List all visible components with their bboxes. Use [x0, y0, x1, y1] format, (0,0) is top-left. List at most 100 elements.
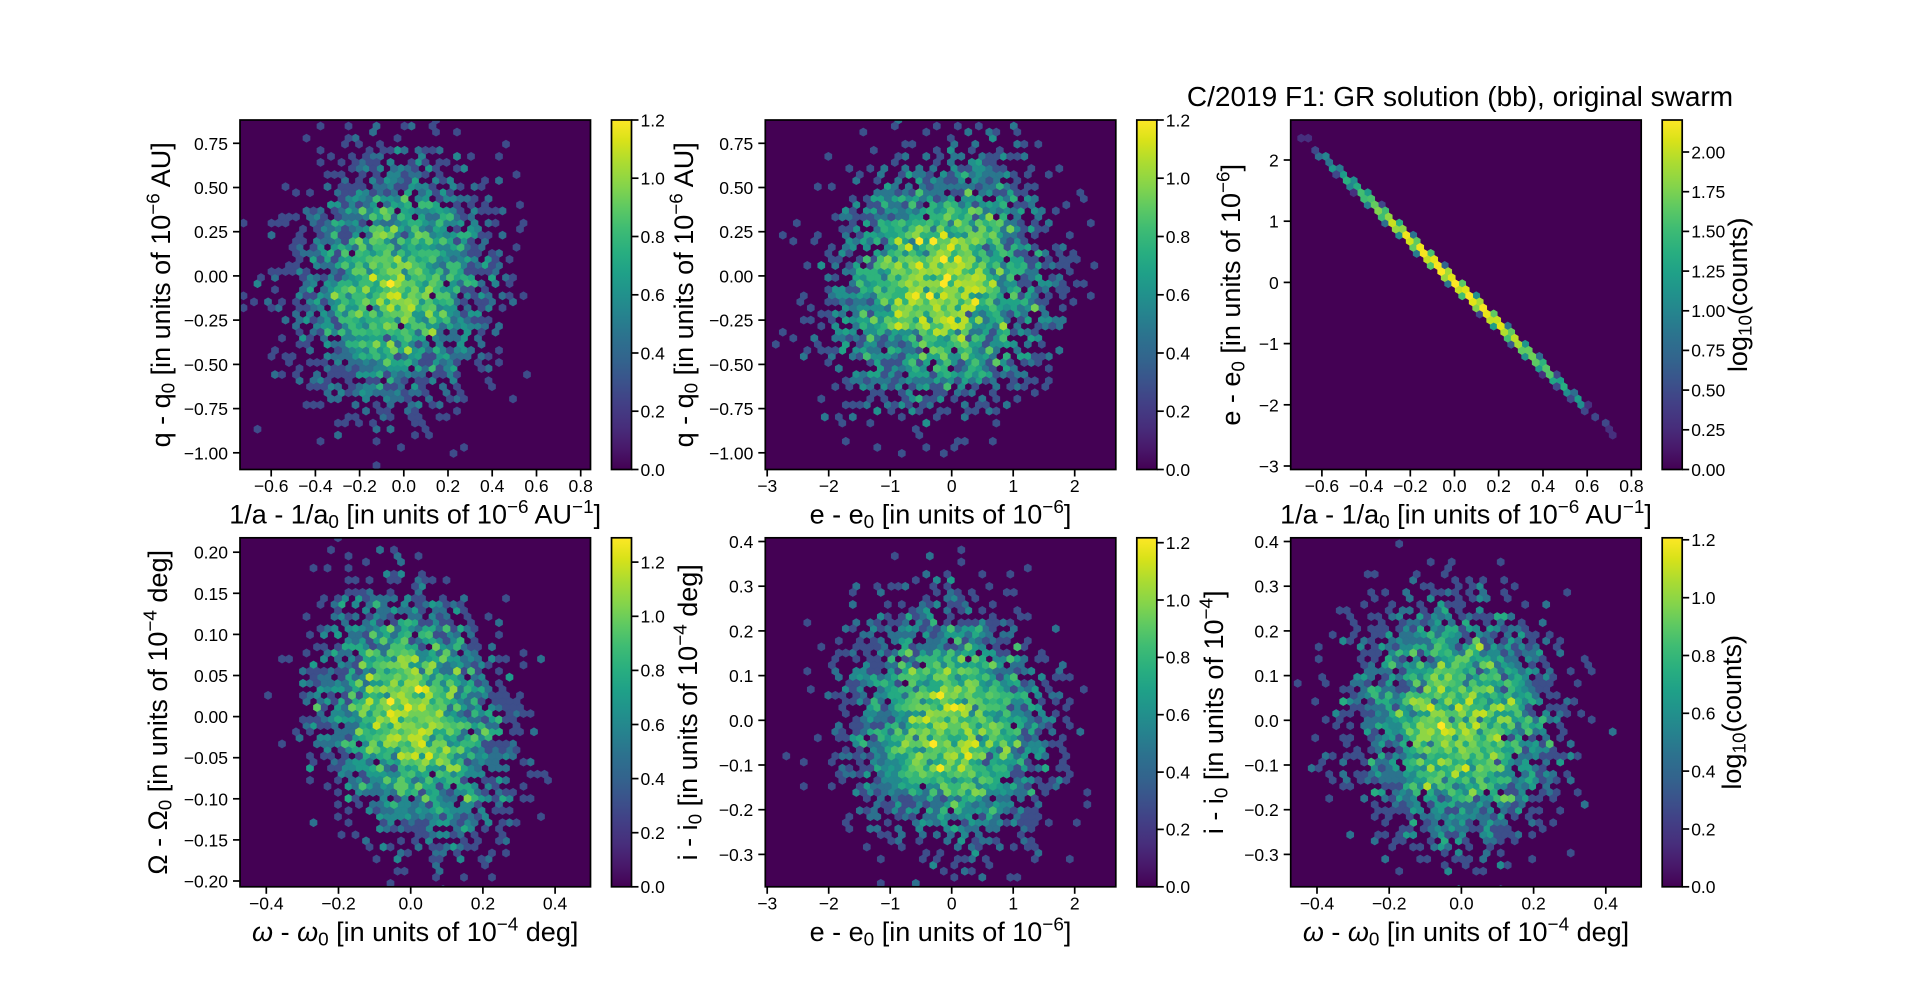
svg-text:−0.3: −0.3	[1244, 845, 1279, 865]
svg-text:0.2: 0.2	[1521, 893, 1545, 913]
svg-text:−0.6: −0.6	[254, 476, 289, 496]
svg-text:0.4: 0.4	[1166, 343, 1191, 363]
svg-text:q - q0​ [in units of 10−6​ AU]: q - q0​ [in units of 10−6​ AU]	[144, 142, 180, 447]
svg-text:0.8: 0.8	[1166, 227, 1190, 247]
svg-text:0.10: 0.10	[194, 625, 228, 645]
svg-text:1.50: 1.50	[1691, 222, 1725, 242]
svg-text:1.2: 1.2	[641, 110, 665, 130]
svg-text:1/a - 1/a0​ [in units of 10−6​: 1/a - 1/a0​ [in units of 10−6​ AU−1​]	[229, 497, 601, 533]
svg-text:1.0: 1.0	[641, 169, 666, 189]
svg-text:0.2: 0.2	[1166, 820, 1190, 840]
svg-text:ω - ω0​ [in units of 10−4​ deg: ω - ω0​ [in units of 10−4​ deg]	[1303, 915, 1629, 951]
svg-text:1.2: 1.2	[1691, 530, 1715, 550]
svg-text:0.4: 0.4	[641, 343, 666, 363]
svg-text:−0.3: −0.3	[719, 845, 754, 865]
svg-text:−2: −2	[819, 893, 839, 913]
svg-text:1.0: 1.0	[1691, 588, 1716, 608]
svg-text:−0.2: −0.2	[321, 893, 356, 913]
svg-text:0.00: 0.00	[194, 266, 228, 286]
svg-text:−0.4: −0.4	[1300, 893, 1335, 913]
svg-text:0.0: 0.0	[1449, 893, 1474, 913]
svg-text:0.6: 0.6	[1691, 704, 1715, 724]
svg-text:0.50: 0.50	[1691, 380, 1725, 400]
svg-text:0.0: 0.0	[641, 877, 666, 897]
svg-text:0.8: 0.8	[1166, 648, 1190, 668]
svg-text:0.4: 0.4	[1166, 762, 1191, 782]
svg-text:0.6: 0.6	[641, 285, 665, 305]
svg-text:0.4: 0.4	[1254, 532, 1279, 552]
svg-text:−3: −3	[757, 476, 777, 496]
svg-text:0.4: 0.4	[480, 476, 505, 496]
svg-text:log10​(counts): log10​(counts)	[1723, 218, 1757, 373]
svg-text:−0.2: −0.2	[342, 476, 377, 496]
svg-text:i - i0​ [in units of 10−4​ deg: i - i0​ [in units of 10−4​ deg]	[671, 564, 707, 860]
svg-text:0.6: 0.6	[1166, 285, 1190, 305]
svg-text:0.4: 0.4	[641, 769, 666, 789]
svg-text:−0.4: −0.4	[249, 893, 284, 913]
svg-text:−0.75: −0.75	[184, 399, 228, 419]
svg-text:−1: −1	[880, 476, 900, 496]
svg-text:1: 1	[1008, 476, 1018, 496]
svg-text:0.8: 0.8	[641, 661, 665, 681]
svg-text:0.3: 0.3	[729, 577, 753, 597]
svg-text:e - e0​ [in units of 10−6​]: e - e0​ [in units of 10−6​]	[1214, 164, 1250, 426]
svg-text:0.2: 0.2	[471, 893, 495, 913]
svg-text:0.00: 0.00	[194, 707, 228, 727]
svg-text:0.25: 0.25	[1691, 420, 1725, 440]
svg-text:1.25: 1.25	[1691, 261, 1725, 281]
svg-text:0.4: 0.4	[1691, 761, 1716, 781]
svg-text:−0.25: −0.25	[184, 311, 228, 331]
svg-text:0.0: 0.0	[1691, 877, 1716, 897]
svg-text:2: 2	[1070, 476, 1080, 496]
svg-text:0.75: 0.75	[194, 134, 228, 154]
svg-text:1: 1	[1008, 893, 1018, 913]
svg-text:−3: −3	[1259, 457, 1279, 477]
svg-text:−1.00: −1.00	[184, 443, 229, 463]
svg-text:0.1: 0.1	[729, 666, 753, 686]
svg-text:2: 2	[1070, 893, 1080, 913]
svg-text:0.8: 0.8	[1619, 476, 1643, 496]
svg-text:−0.1: −0.1	[719, 756, 754, 776]
svg-text:0.15: 0.15	[194, 584, 228, 604]
svg-text:−0.2: −0.2	[1372, 893, 1407, 913]
svg-text:0.0: 0.0	[392, 476, 417, 496]
svg-text:0.8: 0.8	[641, 227, 665, 247]
svg-text:0.4: 0.4	[543, 893, 568, 913]
svg-text:1.0: 1.0	[1166, 590, 1191, 610]
svg-text:−2: −2	[1259, 395, 1279, 415]
svg-text:1.0: 1.0	[1166, 169, 1191, 189]
svg-text:0.2: 0.2	[641, 402, 665, 422]
svg-text:0.2: 0.2	[1254, 621, 1278, 641]
svg-text:e - e0​ [in units of 10−6​]: e - e0​ [in units of 10−6​]	[810, 915, 1072, 951]
svg-text:e - e0​ [in units of 10−6​]: e - e0​ [in units of 10−6​]	[810, 497, 1072, 533]
svg-text:log10​(counts): log10​(counts)	[1717, 635, 1751, 790]
svg-text:−0.2: −0.2	[719, 800, 754, 820]
svg-text:1.2: 1.2	[1166, 110, 1190, 130]
svg-text:−0.50: −0.50	[709, 355, 754, 375]
svg-text:0.2: 0.2	[1691, 819, 1715, 839]
svg-text:0.25: 0.25	[194, 222, 228, 242]
svg-text:0.6: 0.6	[1166, 705, 1190, 725]
svg-text:−0.05: −0.05	[184, 748, 228, 768]
svg-text:0.05: 0.05	[194, 666, 228, 686]
svg-text:2.00: 2.00	[1691, 142, 1725, 162]
svg-text:0.2: 0.2	[436, 476, 460, 496]
svg-text:−0.15: −0.15	[184, 830, 228, 850]
svg-text:0.2: 0.2	[641, 823, 665, 843]
svg-text:−0.25: −0.25	[709, 311, 753, 331]
svg-text:0.0: 0.0	[1166, 460, 1191, 480]
svg-text:−0.1: −0.1	[1244, 756, 1279, 776]
svg-text:−3: −3	[757, 893, 777, 913]
svg-text:−0.4: −0.4	[1349, 476, 1384, 496]
svg-text:0.75: 0.75	[719, 134, 753, 154]
svg-text:0.50: 0.50	[719, 178, 753, 198]
svg-text:0.0: 0.0	[1254, 711, 1279, 731]
svg-text:0.00: 0.00	[1691, 460, 1725, 480]
svg-text:1.00: 1.00	[1691, 301, 1725, 321]
svg-text:0.6: 0.6	[641, 715, 665, 735]
svg-text:0.50: 0.50	[194, 178, 228, 198]
svg-text:0.0: 0.0	[641, 460, 666, 480]
svg-text:1.2: 1.2	[1166, 533, 1190, 553]
svg-text:0.2: 0.2	[1166, 402, 1190, 422]
svg-text:−0.20: −0.20	[184, 872, 229, 892]
